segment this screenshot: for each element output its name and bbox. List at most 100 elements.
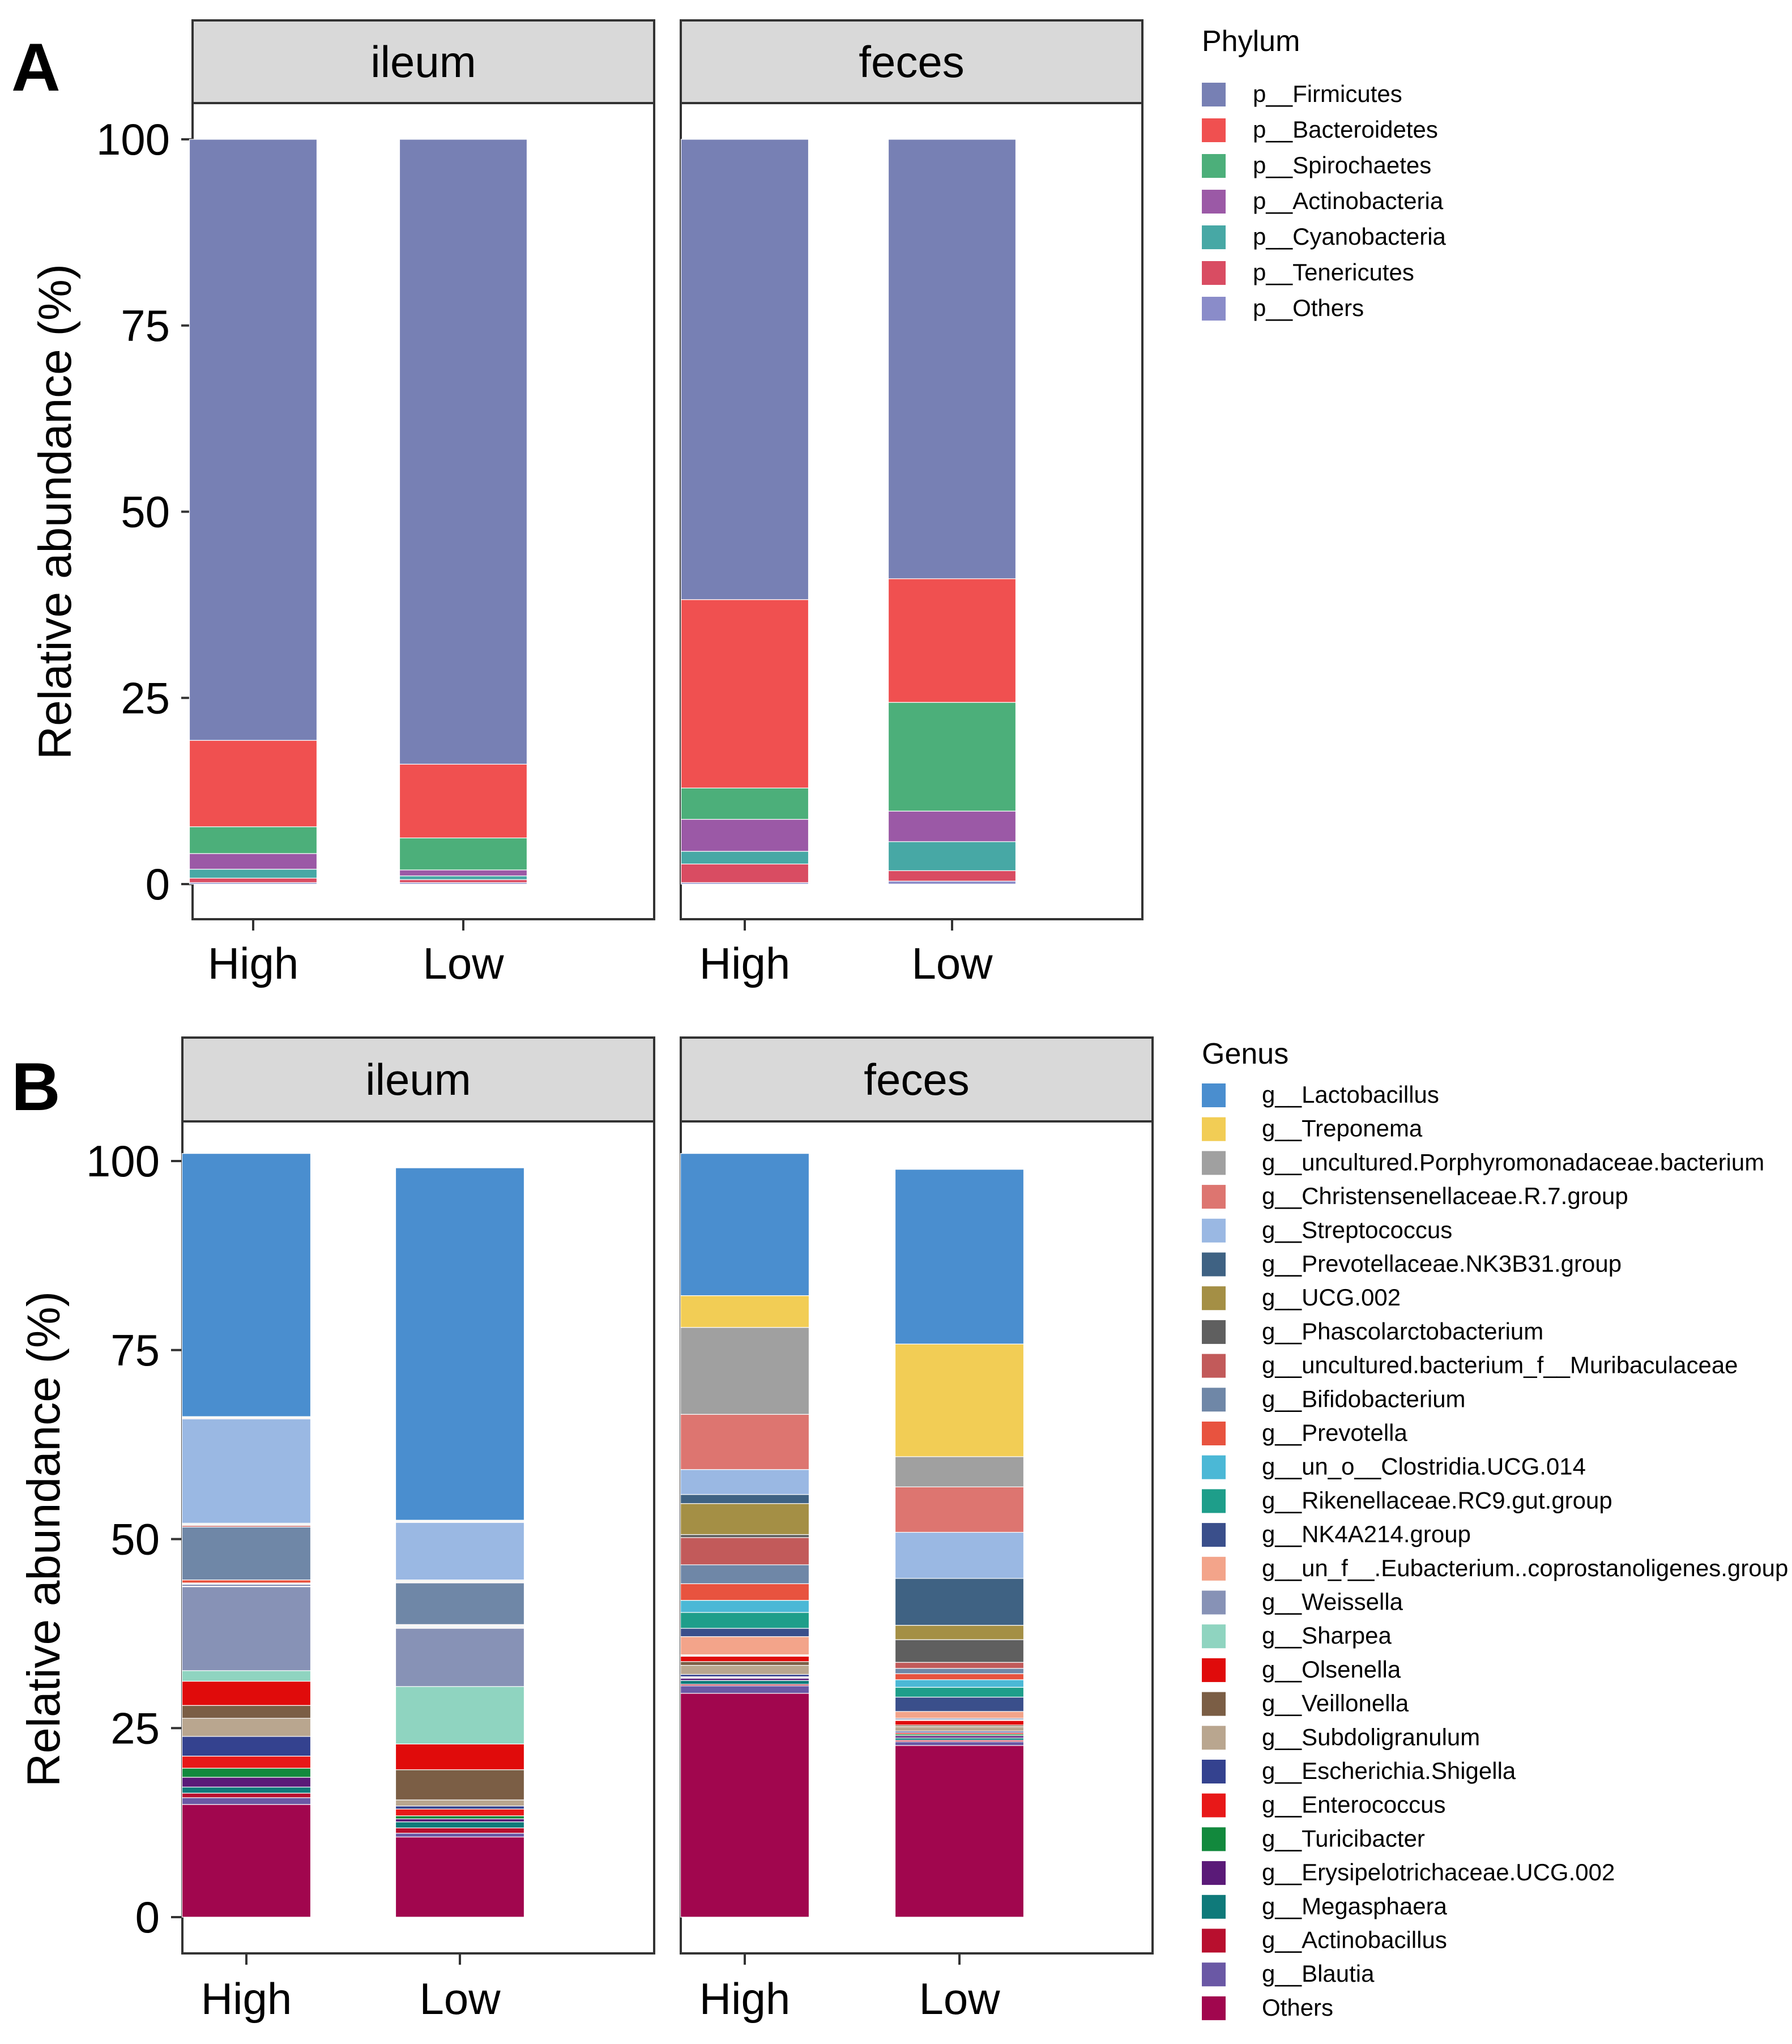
x-tick-label: High <box>208 938 298 988</box>
legend-swatch <box>1202 1523 1226 1547</box>
bar-segment <box>680 1655 810 1662</box>
x-tick-label: Low <box>919 1974 1000 2024</box>
legend-title: Genus <box>1202 1038 1288 1070</box>
legend-label: g__un_f__.Eubacterium..coprostanoligenes… <box>1262 1555 1788 1581</box>
bar-segment <box>680 1600 810 1613</box>
bar-segment <box>181 1670 312 1682</box>
x-tick-label: High <box>699 938 790 988</box>
bar-segment <box>395 1522 525 1581</box>
bar-segment <box>395 1582 525 1625</box>
bar-segment <box>189 853 318 870</box>
facet-strip <box>680 1036 1154 1123</box>
legend-label: g__Escherichia.Shigella <box>1262 1757 1516 1784</box>
bar-segment <box>181 1586 312 1671</box>
legend-swatch <box>1202 1692 1226 1716</box>
bar-segment <box>395 1799 525 1807</box>
bar-segment <box>181 1777 312 1787</box>
legend-label: p__Others <box>1253 295 1364 321</box>
legend-swatch <box>1202 1962 1226 1987</box>
legend-label: g__Erysipelotrichaceae.UCG.002 <box>1262 1859 1615 1885</box>
legend-label: g__Megasphaera <box>1262 1893 1448 1919</box>
bar-segment <box>680 863 809 883</box>
bar-segment <box>894 1735 1025 1739</box>
y-tick-label: 0 <box>146 859 170 909</box>
legend-swatch <box>1202 1354 1226 1378</box>
legend-label: p__Spirochaetes <box>1253 152 1431 178</box>
legend-label: g__Bifidobacterium <box>1262 1385 1466 1412</box>
bar-segment <box>395 1808 525 1816</box>
bar-segment <box>395 1769 525 1800</box>
legend-label: p__Tenericutes <box>1253 259 1414 285</box>
bar-segment <box>680 139 809 600</box>
bar-segment <box>680 599 809 788</box>
bar-segment <box>680 1680 810 1685</box>
bar-segment <box>894 1531 1025 1579</box>
bar-segment <box>399 763 528 839</box>
bar-segment <box>399 837 528 870</box>
y-tick-label: 50 <box>121 487 170 537</box>
bar-segment <box>894 1456 1025 1487</box>
bar-segment <box>395 1833 525 1838</box>
legend-label: g__Prevotella <box>1262 1419 1407 1446</box>
bar-segment <box>888 810 1017 842</box>
bar-segment <box>894 1625 1025 1640</box>
bar-segment <box>181 1797 312 1805</box>
bar-segment <box>894 1486 1025 1533</box>
facet-strip <box>191 19 655 104</box>
legend-label: p__Cyanobacteria <box>1253 223 1447 250</box>
bar-segment <box>680 1494 810 1504</box>
legend-swatch <box>1202 1489 1226 1513</box>
legend-label: g__Prevotellaceae.NK3B31.group <box>1262 1251 1622 1277</box>
facet-title: feces <box>864 1055 969 1104</box>
bar-segment <box>680 1678 810 1681</box>
legend-label: g__Weissella <box>1262 1589 1403 1615</box>
bar-segment <box>888 578 1017 703</box>
bar-segment <box>399 139 528 765</box>
bar-segment <box>894 1679 1025 1688</box>
legend-swatch <box>1202 261 1226 285</box>
bar-segment <box>894 1738 1025 1741</box>
bar-segment <box>181 1153 312 1417</box>
bar-segment <box>894 1726 1025 1732</box>
bar-segment <box>888 881 1017 885</box>
bar-segment <box>680 818 809 852</box>
facet-title: feces <box>859 37 964 87</box>
legend-label: g__Phascolarctobacterium <box>1262 1318 1543 1345</box>
facet-strip <box>680 19 1144 104</box>
legend-label: g__Sharpea <box>1262 1622 1392 1649</box>
bar-segment <box>680 1153 810 1296</box>
legend-swatch <box>1202 1726 1226 1750</box>
bar-segment <box>395 1686 525 1744</box>
bar-segment <box>680 1503 810 1535</box>
bar-segment <box>888 139 1017 579</box>
bar-segment <box>189 869 318 879</box>
bar-segment <box>680 787 809 820</box>
legend-label: p__Actinobacteria <box>1253 187 1444 214</box>
bar-segment <box>680 851 809 865</box>
facet-feces: feces High Low <box>680 1036 1154 2024</box>
legend-label: Others <box>1262 1994 1333 2021</box>
bar-segment <box>181 1736 312 1757</box>
legend-swatch <box>1202 1117 1226 1141</box>
legend-label: g__Streptococcus <box>1262 1217 1452 1243</box>
facet-feces: feces High Low <box>680 19 1144 988</box>
bar-segment <box>894 1578 1025 1626</box>
legend-label: g__Enterococcus <box>1262 1791 1446 1818</box>
legend-swatch <box>1202 1590 1226 1615</box>
bar-segment <box>395 1836 525 1918</box>
y-tick-label: 25 <box>121 673 170 723</box>
bar-segment <box>894 1696 1025 1712</box>
legend-swatch <box>1202 1928 1226 1953</box>
legend-swatch <box>1202 1422 1226 1445</box>
legend-swatch <box>1202 1996 1226 2020</box>
facet-title: ileum <box>365 1055 471 1104</box>
legend-swatch <box>1202 1556 1226 1581</box>
bar-segment <box>680 1414 810 1470</box>
bar-segment <box>894 1673 1025 1680</box>
bar-segment <box>680 1665 810 1675</box>
legend-label: g__Lactobacillus <box>1262 1081 1439 1108</box>
bar-segment <box>894 1687 1025 1698</box>
legend-swatch <box>1202 1388 1226 1412</box>
legend-swatch <box>1202 1894 1226 1919</box>
